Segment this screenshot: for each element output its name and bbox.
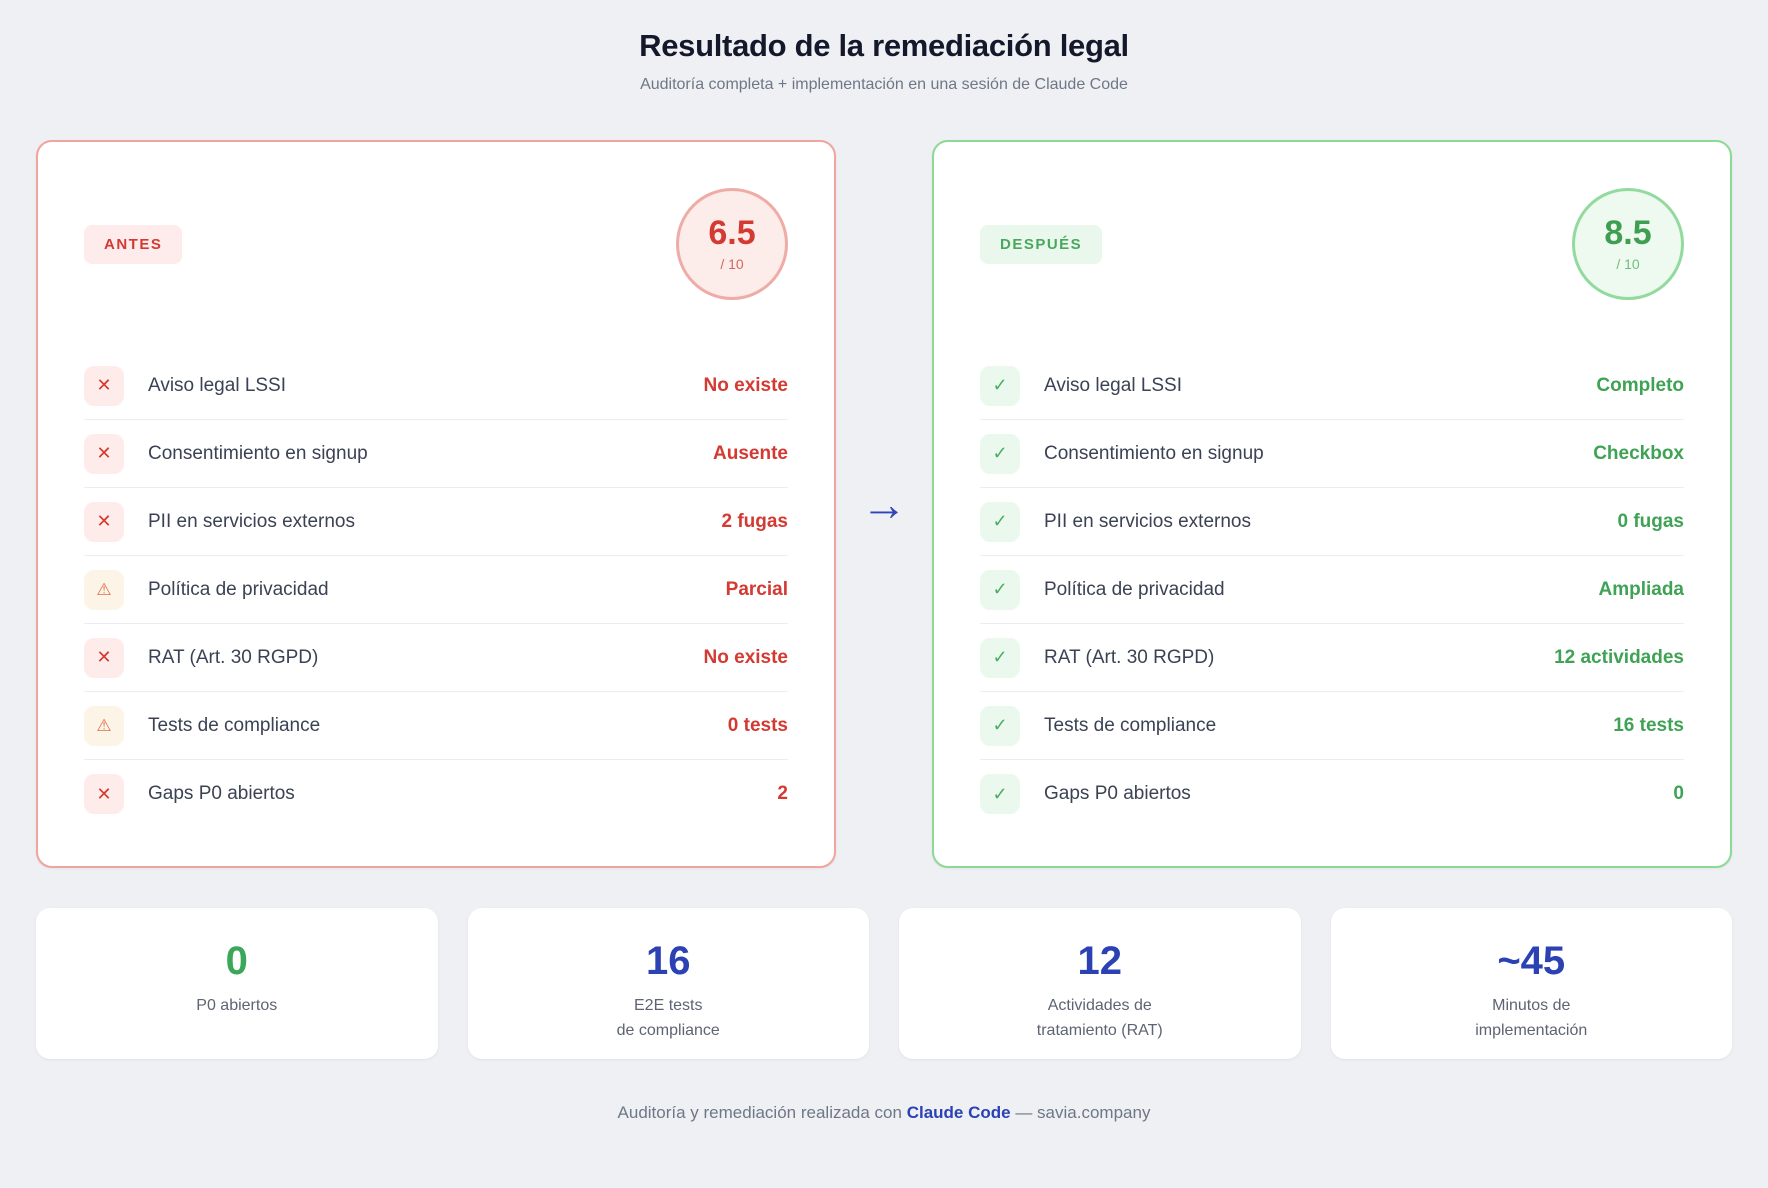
stat-label: Actividades de tratamiento (RAT): [1036, 997, 1163, 1039]
footer-text-suffix: — savia.company: [1010, 1103, 1151, 1122]
audit-row: ✕ RAT (Art. 30 RGPD) No existe: [84, 624, 788, 692]
audit-row-label: Tests de compliance: [1044, 714, 1217, 736]
stat-label: Minutos de implementación: [1475, 997, 1588, 1039]
check-icon: ✓: [980, 569, 1020, 610]
warning-icon: ⚠: [84, 569, 124, 610]
stat-label: E2E tests de compliance: [616, 997, 720, 1039]
stat-label: P0 abiertos: [196, 997, 278, 1014]
stat-value: ~45: [1497, 939, 1566, 983]
stat-card-p0: 0 P0 abiertos: [36, 908, 438, 1059]
after-score-circle: 8.5 / 10: [1572, 188, 1684, 300]
audit-row: ✓ Aviso legal LSSI Completo: [980, 352, 1684, 420]
audit-row-label: Consentimiento en signup: [148, 442, 368, 464]
after-score-denominator: / 10: [1616, 256, 1640, 272]
audit-row-value: 0: [1673, 783, 1684, 804]
audit-row: ✓ Consentimiento en signup Checkbox: [980, 420, 1684, 488]
audit-row: ⚠ Política de privacidad Parcial: [84, 556, 788, 624]
audit-row-label: Aviso legal LSSI: [1044, 374, 1183, 396]
audit-row-label: RAT (Art. 30 RGPD): [1044, 646, 1215, 668]
audit-row-value: No existe: [703, 374, 788, 396]
audit-row-value: 2: [777, 783, 788, 804]
audit-row-label: Política de privacidad: [1044, 578, 1225, 600]
audit-row-value: 2 fugas: [721, 510, 788, 532]
audit-row-label: Tests de compliance: [148, 714, 321, 736]
stat-value: 12: [1077, 939, 1123, 983]
audit-row: ✕ Consentimiento en signup Ausente: [84, 420, 788, 488]
before-card: ANTES 6.5 / 10 ✕ Aviso legal LSSI No exi…: [36, 140, 836, 868]
transition-arrow-column: →: [836, 140, 932, 868]
right-arrow-icon: →: [861, 478, 907, 530]
audit-row-value: 0 fugas: [1617, 510, 1684, 532]
audit-row-label: Gaps P0 abiertos: [148, 783, 295, 804]
after-audit-list: ✓ Aviso legal LSSI Completo ✓ Consentimi…: [980, 352, 1684, 828]
x-icon: ✕: [84, 774, 124, 814]
audit-row-label: PII en servicios externos: [1044, 510, 1251, 532]
summary-stats-row: 0 P0 abiertos 16 E2E tests de compliance…: [36, 908, 1732, 1059]
check-icon: ✓: [980, 501, 1020, 542]
audit-row-value: Checkbox: [1593, 442, 1684, 464]
check-icon: ✓: [980, 365, 1020, 406]
audit-row-label: Política de privacidad: [148, 578, 329, 600]
audit-row: ✕ Aviso legal LSSI No existe: [84, 352, 788, 420]
audit-row: ✓ Tests de compliance 16 tests: [980, 692, 1684, 760]
audit-row: ✕ Gaps P0 abiertos 2: [84, 760, 788, 828]
claude-code-link[interactable]: Claude Code: [906, 1103, 1011, 1122]
stat-value: 16: [646, 939, 691, 983]
audit-row-value: 12 actividades: [1554, 646, 1684, 668]
check-icon: ✓: [980, 637, 1020, 678]
audit-row-label: Consentimiento en signup: [1044, 442, 1264, 464]
x-icon: ✕: [84, 433, 124, 474]
after-score-value: 8.5: [1604, 214, 1652, 252]
before-score-circle: 6.5 / 10: [676, 188, 788, 300]
after-card-header: DESPUÉS 8.5 / 10: [980, 188, 1684, 300]
before-after-comparison: ANTES 6.5 / 10 ✕ Aviso legal LSSI No exi…: [36, 140, 1732, 868]
audit-row-label: PII en servicios externos: [148, 510, 355, 532]
page-subtitle: Auditoría completa + implementación en u…: [640, 76, 1128, 93]
check-icon: ✓: [980, 705, 1020, 746]
audit-row: ✕ PII en servicios externos 2 fugas: [84, 488, 788, 556]
audit-row: ✓ RAT (Art. 30 RGPD) 12 actividades: [980, 624, 1684, 692]
check-icon: ✓: [980, 774, 1020, 814]
stat-card-minutes: ~45 Minutos de implementación: [1330, 908, 1732, 1059]
before-card-header: ANTES 6.5 / 10: [84, 188, 788, 300]
audit-row-value: Completo: [1596, 374, 1684, 396]
stat-card-e2e-tests: 16 E2E tests de compliance: [467, 908, 869, 1059]
x-icon: ✕: [84, 637, 124, 678]
before-audit-list: ✕ Aviso legal LSSI No existe ✕ Consentim…: [84, 352, 788, 828]
audit-row-label: Gaps P0 abiertos: [1044, 783, 1191, 804]
before-badge: ANTES: [84, 224, 183, 264]
audit-row: ✓ PII en servicios externos 0 fugas: [980, 488, 1684, 556]
stat-value: 0: [225, 939, 248, 983]
x-icon: ✕: [84, 501, 124, 542]
footer-text-prefix: Auditoría y remediación realizada con: [617, 1103, 907, 1122]
audit-row-value: Parcial: [725, 578, 788, 600]
attribution-footer: Auditoría y remediación realizada con Cl…: [36, 1103, 1732, 1123]
audit-row-label: Aviso legal LSSI: [148, 374, 287, 396]
audit-row-label: RAT (Art. 30 RGPD): [148, 646, 319, 668]
x-icon: ✕: [84, 365, 124, 406]
stat-card-rat-activities: 12 Actividades de tratamiento (RAT): [899, 908, 1301, 1059]
audit-row: ✓ Gaps P0 abiertos 0: [980, 760, 1684, 828]
before-score-denominator: / 10: [720, 256, 744, 272]
audit-row-value: No existe: [703, 646, 788, 668]
check-icon: ✓: [980, 433, 1020, 474]
audit-row: ✓ Política de privacidad Ampliada: [980, 556, 1684, 624]
audit-row-value: Ausente: [713, 442, 788, 464]
audit-row-value: 16 tests: [1613, 714, 1684, 736]
audit-row: ⚠ Tests de compliance 0 tests: [84, 692, 788, 760]
before-score-value: 6.5: [708, 214, 756, 252]
after-card: DESPUÉS 8.5 / 10 ✓ Aviso legal LSSI Comp…: [932, 140, 1732, 868]
warning-icon: ⚠: [84, 705, 124, 746]
audit-row-value: Ampliada: [1598, 578, 1684, 600]
audit-row-value: 0 tests: [727, 714, 788, 736]
page-header: Resultado de la remediación legal Audito…: [36, 28, 1732, 94]
after-badge: DESPUÉS: [980, 224, 1103, 264]
page-title: Resultado de la remediación legal: [639, 28, 1129, 63]
